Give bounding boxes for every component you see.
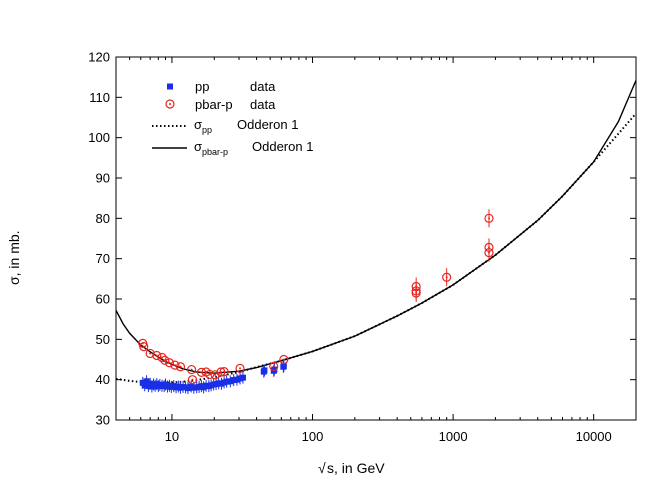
pbarp-data-point-dot <box>208 373 211 376</box>
y-tick-label: 70 <box>96 251 110 266</box>
model-curves <box>115 80 637 384</box>
legend-label-pbarp: pbar-p <box>195 97 233 112</box>
pbarp-data-point-dot <box>223 370 226 373</box>
pbarp-data-point-dot <box>214 373 217 376</box>
legend: pp data pbar-p data σ pp Odderon 1 σ pba… <box>152 79 313 157</box>
pbarp-data-point-dot <box>415 291 418 294</box>
pbarp-data-point <box>484 213 494 223</box>
legend-label-pp: pp <box>195 79 209 94</box>
x-tick-label: 1000 <box>439 429 468 444</box>
pbarp-data-point-dot <box>487 217 490 220</box>
pbarp-data-point <box>175 362 186 372</box>
y-tick-label: 120 <box>88 50 110 65</box>
pp-data-point <box>271 366 278 373</box>
legend-label2-pp: data <box>250 79 276 94</box>
pp-data-point <box>223 378 230 385</box>
pbarp-data-point <box>219 367 229 377</box>
y-tick-label: 90 <box>96 171 110 186</box>
plot-frame <box>115 56 637 421</box>
pbarp-data-point-dot <box>445 276 448 279</box>
y-tick-label: 40 <box>96 372 110 387</box>
pp-data-point <box>143 378 150 385</box>
x-tick-label: 10000 <box>576 429 612 444</box>
pbarp-data-point <box>205 369 215 380</box>
pp-data-point <box>233 376 240 383</box>
x-tick-label: 100 <box>302 429 324 444</box>
legend-label2-pbarp: data <box>250 97 276 112</box>
x-axis: 10 100 1000 10000 <box>115 57 637 444</box>
pbarp-data-point <box>187 364 197 375</box>
pbarp-data-point <box>442 272 452 282</box>
pbarp-data-point-dot <box>173 364 176 367</box>
x-axis-title: s, in GeV <box>327 460 385 476</box>
legend-marker-pp <box>167 83 173 90</box>
y-tick-label: 50 <box>96 332 110 347</box>
legend-label2-sigma-pbarp: Odderon 1 <box>252 139 313 154</box>
pbarp-data-point <box>235 363 245 373</box>
y-tick-label: 60 <box>96 292 110 307</box>
pbarp-data-point-dot <box>191 378 194 381</box>
y-tick-label: 100 <box>88 130 110 145</box>
pbarp-data-point-dot <box>190 368 193 371</box>
pbarp-data-point <box>145 348 155 359</box>
pbarp-data-point-dot <box>149 352 152 355</box>
pbarp-data-point-dot <box>487 251 490 254</box>
pbarp-data-point <box>484 248 494 258</box>
pp-data-point <box>184 385 191 392</box>
pbarp-data-point <box>152 350 162 361</box>
pbarp-data-point-dot <box>282 358 285 361</box>
legend-marker-pbarp <box>165 99 175 109</box>
x-axis-title-sqrt: √ <box>318 460 326 476</box>
pbarp-data-point <box>164 358 175 368</box>
pbarp-data-point-dot <box>168 361 171 364</box>
y-tick-label: 110 <box>89 90 110 105</box>
pbarp-data-point <box>279 354 289 365</box>
pbarp-data-point <box>157 352 167 363</box>
pbarp-data-point <box>139 341 149 352</box>
pp-data-point <box>261 367 268 374</box>
legend-marker-pbarp-dot <box>169 103 171 105</box>
legend-sub-pp: pp <box>202 125 212 135</box>
pbarp-data-point-dot <box>239 367 242 370</box>
pbarp-data-point-dot <box>142 345 145 348</box>
pbarp-data-point-dot <box>155 354 158 357</box>
legend-sub-pbarp: pbar-p <box>202 147 228 157</box>
pp-data-point <box>227 378 234 385</box>
pbarp-data-point <box>411 288 421 298</box>
pp-data-point <box>230 377 237 384</box>
legend-label2-sigma-pp: Odderon 1 <box>237 117 298 132</box>
pp-data-point <box>280 362 287 369</box>
x-tick-label: 10 <box>165 429 179 444</box>
y-tick-label: 30 <box>96 413 110 428</box>
pp-data-point <box>239 374 246 381</box>
y-axis-title: σ, in mb. <box>6 230 22 285</box>
pbarp-data-point <box>160 355 170 365</box>
pbarp-data-point <box>210 370 220 380</box>
y-axis: 30 40 50 60 70 80 90 100 110 120 <box>88 50 636 428</box>
y-tick-label: 80 <box>96 211 110 226</box>
pbarp-data-point-dot <box>272 365 275 368</box>
data-points <box>138 209 494 395</box>
pbarp-data-point-dot <box>179 365 182 368</box>
pbarp-data-point <box>170 360 180 370</box>
legend-sigma-pbarp: σ <box>194 139 202 154</box>
legend-sigma-pp: σ <box>194 117 202 132</box>
pp-data-point <box>141 382 148 389</box>
curve-sigma-pbarp <box>115 80 637 374</box>
pbarp-data-point <box>269 361 279 371</box>
pbarp-data-point <box>187 375 198 385</box>
